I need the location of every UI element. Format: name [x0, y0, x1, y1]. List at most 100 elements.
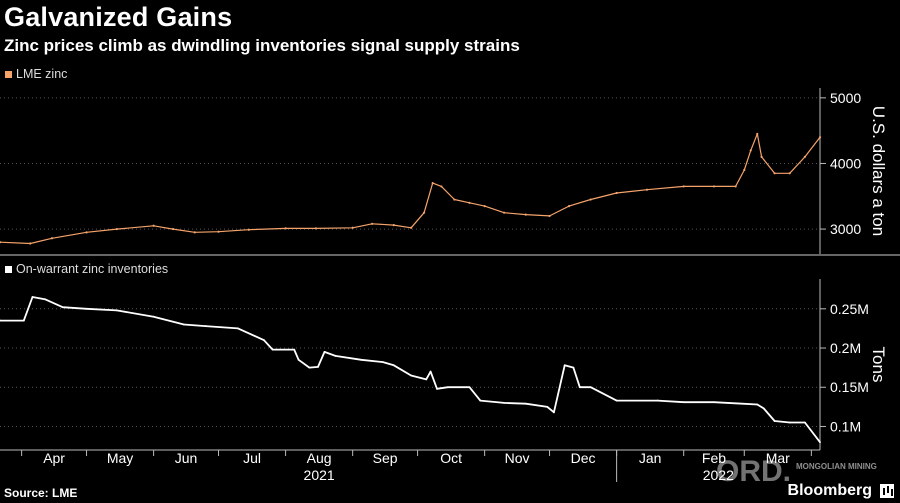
price-data-point [548, 214, 551, 218]
watermark-logo: ORD. [716, 455, 791, 488]
inventory-data-point [803, 421, 806, 424]
price-data-point [247, 228, 250, 231]
inventory-data-point [334, 354, 337, 357]
legend-swatch-inventory [5, 265, 12, 273]
price-data-point [788, 172, 791, 175]
inventory-data-point [293, 348, 296, 351]
chart-title: Galvanized Gains [4, 2, 233, 32]
x-tick-label: May [107, 450, 133, 466]
inventory-data-point [0, 319, 1, 322]
inventory-data-point [22, 319, 25, 322]
price-data-point [314, 227, 317, 230]
inventory-data-point [762, 407, 765, 410]
y-tick-label: 3000 [830, 221, 861, 237]
price-data-point [50, 237, 54, 240]
inventory-data-point [773, 420, 776, 422]
inventory-series-line [0, 296, 821, 443]
price-data-point [483, 205, 486, 208]
bloomberg-logo: Bloomberg [787, 482, 872, 499]
inventory-data-point [360, 358, 363, 361]
x-tick-label: Sep [373, 450, 398, 466]
price-data-point [392, 224, 395, 227]
price-data-point [409, 226, 413, 229]
price-data-point [422, 211, 426, 214]
price-data-point [193, 231, 196, 234]
inventory-data-point [115, 309, 118, 312]
price-data-point [743, 168, 746, 172]
inventory-data-point [589, 386, 592, 389]
y-tick-label: 5000 [830, 90, 861, 106]
inventory-data-point [382, 361, 384, 364]
inventory-data-point [436, 387, 438, 390]
legend-label-price: LME zinc [16, 67, 68, 81]
x-tick-label: Jul [243, 450, 261, 466]
price-data-point [115, 227, 118, 231]
x-tick-label: Mar [766, 450, 790, 466]
price-data-point [284, 227, 287, 230]
price-data-point [217, 230, 220, 233]
inventory-data-point [713, 401, 715, 404]
price-data-point [152, 224, 155, 227]
price-data-point [85, 231, 88, 234]
price-data-point [682, 185, 685, 188]
x-tick-label: Jan [639, 450, 662, 466]
legend-label-inventory: On-warrant zinc inventories [16, 262, 169, 276]
inventory-data-point [572, 366, 575, 369]
inventory-data-point [237, 327, 239, 330]
price-data-point [760, 155, 763, 158]
price-data-point [0, 241, 2, 244]
inventory-data-point [152, 315, 155, 318]
y-tick-label: 0.2M [830, 340, 861, 356]
inventory-data-point [183, 323, 185, 326]
inventory-data-point [682, 401, 685, 404]
price-data-point [371, 222, 374, 225]
price-data-point [171, 227, 175, 231]
price-data-point [468, 201, 471, 204]
inventory-data-point [656, 399, 659, 402]
x-tick-label: Apr [43, 450, 65, 466]
price-data-point [645, 188, 649, 191]
price-data-point [615, 191, 618, 195]
x-tick-label: Oct [440, 450, 462, 466]
year-label: 2022 [703, 467, 734, 483]
inventory-data-point [204, 325, 207, 327]
inventory-data-point [788, 421, 791, 424]
y-axis-unit-label: U.S. dollars a ton [869, 106, 888, 236]
inventory-data-point [61, 306, 64, 309]
price-data-point [431, 182, 434, 185]
inventory-data-point [615, 399, 618, 402]
year-label: 2021 [304, 467, 335, 483]
price-data-point [567, 205, 571, 208]
inventory-data-point [552, 411, 555, 414]
y-tick-label: 0.25M [830, 301, 869, 317]
x-tick-label: Nov [505, 450, 530, 466]
price-data-point [453, 198, 456, 201]
inventory-data-point [563, 364, 566, 367]
inventory-data-point [503, 402, 506, 404]
price-series-line [0, 133, 821, 245]
inventory-data-point [524, 402, 527, 405]
inventory-data-point [446, 386, 449, 389]
price-data-point [818, 136, 822, 139]
price-data-point [734, 185, 737, 188]
x-tick-label: Feb [702, 450, 726, 466]
y-tick-label: 0.15M [830, 379, 869, 395]
price-data-point [524, 213, 527, 216]
source-note: Source: LME [4, 486, 78, 500]
inventory-data-point [271, 348, 274, 351]
inventory-data-point [31, 296, 34, 298]
inventory-data-point [308, 366, 311, 369]
watermark-text: MONGOLIAN MINING [796, 462, 877, 471]
legend-swatch-price [5, 70, 12, 78]
inventory-data-point [819, 441, 821, 444]
price-data-point [712, 185, 716, 188]
price-data-point [29, 242, 32, 245]
chart-subtitle: Zinc prices climb as dwindling inventori… [4, 36, 520, 55]
inventory-data-point [410, 374, 412, 377]
price-data-point [803, 155, 806, 158]
inventory-data-point [425, 378, 428, 381]
inventory-data-point [323, 351, 326, 353]
price-data-point [589, 198, 592, 201]
x-tick-label: Jun [175, 450, 198, 466]
